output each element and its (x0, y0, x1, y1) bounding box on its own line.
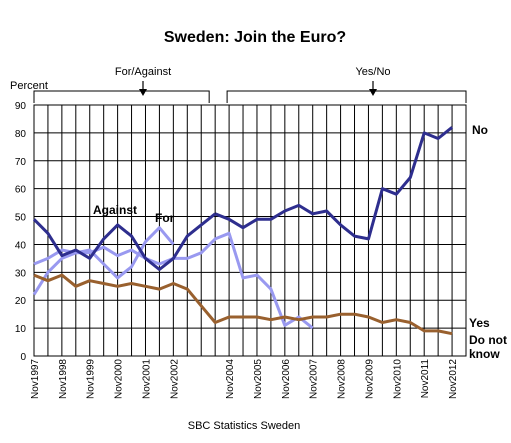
x-tick-label: Nov2008 (337, 359, 348, 399)
x-tick-label: Nov2004 (225, 359, 236, 399)
x-tick-label: Nov1999 (86, 359, 97, 399)
x-tick-label: Nov2007 (309, 359, 320, 399)
period-brackets (33, 81, 467, 103)
y-tick-label: 50 (15, 213, 27, 224)
x-tick-label: Nov2002 (169, 359, 180, 399)
x-tick-label: Nov2010 (392, 359, 403, 399)
y-tick-label: 80 (15, 129, 27, 140)
series-label-yes: Yes (469, 316, 490, 330)
period-label-for-against: For/Against (115, 66, 171, 78)
period-arrow-head (139, 89, 147, 96)
y-tick-label: 70 (15, 157, 27, 168)
y-axis-label: Percent (10, 80, 48, 92)
x-tick-label: Nov2009 (364, 359, 375, 399)
series-label-do-not-know-2: know (469, 347, 500, 361)
series-label-do-not-know-1: Do not (469, 333, 507, 347)
source-note: SBC Statistics Sweden (188, 420, 301, 432)
period-bracket (33, 90, 210, 103)
series-line-do-not-know (33, 273, 453, 336)
x-tick-label: Nov2012 (448, 359, 459, 399)
series-label-for: For (155, 211, 175, 225)
x-tick-label: Nov2006 (281, 359, 292, 399)
y-tick-label: 30 (15, 268, 27, 279)
grid (33, 104, 467, 357)
x-tick-label: Nov2005 (253, 359, 264, 399)
y-tick-label: 10 (15, 324, 27, 335)
period-arrow-head (369, 89, 377, 96)
y-tick-label: 90 (15, 101, 27, 112)
series-line-against (32, 212, 217, 271)
x-tick-label: Nov2011 (420, 359, 431, 399)
y-tick-label: 0 (20, 352, 26, 363)
x-tick-label: Nov1998 (58, 359, 69, 399)
x-tick-label: Nov1997 (30, 359, 41, 399)
series-line-for (32, 226, 175, 296)
x-tick-label: Nov2001 (141, 359, 152, 399)
series-label-no: No (472, 123, 488, 137)
series-line-no (214, 126, 454, 241)
y-tick-label: 60 (15, 185, 27, 196)
y-tick-label: 40 (15, 240, 27, 251)
y-ticks: 0 10 20 30 40 50 60 70 80 90 (15, 101, 27, 363)
x-ticks: Nov1997 Nov1998 Nov1999 Nov2000 Nov2001 Nov20… (30, 359, 459, 399)
series-label-against: Against (93, 203, 137, 217)
x-tick-label: Nov2000 (114, 359, 125, 399)
series-lines (32, 126, 454, 336)
period-bracket (226, 90, 467, 103)
period-label-yes-no: Yes/No (355, 66, 390, 78)
y-tick-label: 20 (15, 296, 27, 307)
chart-title: Sweden: Join the Euro? (164, 29, 346, 46)
